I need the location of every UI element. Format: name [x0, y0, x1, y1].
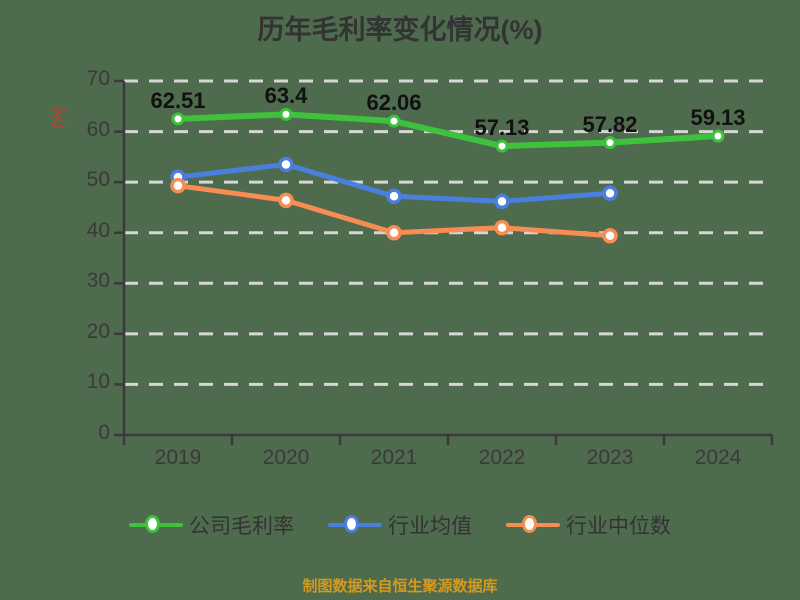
series-points — [170, 107, 725, 244]
data-point-label: 57.82 — [582, 111, 638, 137]
legend-dot — [522, 515, 537, 533]
data-point — [278, 192, 294, 209]
legend-dot — [344, 515, 359, 533]
series-line — [175, 111, 721, 150]
legend-label: 公司毛利率 — [189, 515, 294, 538]
legend-dot — [145, 515, 160, 533]
data-point — [494, 219, 510, 236]
data-point — [711, 129, 725, 143]
data-point — [602, 227, 618, 244]
data-point — [386, 224, 402, 241]
data-point-label: 63.4 — [264, 83, 308, 109]
x-tick-label: 2021 — [370, 446, 418, 469]
y-tick-label: 20 — [86, 319, 110, 343]
x-tick-label: 2019 — [154, 446, 202, 469]
data-point — [603, 136, 617, 150]
legend-label: 行业均值 — [388, 515, 472, 538]
legend-item[interactable]: 行业中位数 — [506, 510, 671, 540]
x-tick-label: 2020 — [262, 446, 310, 469]
footer-note: 制图数据来自恒生聚源数据库 — [302, 578, 498, 595]
data-point — [387, 114, 401, 128]
data-point — [170, 177, 186, 194]
chart-title: 历年毛利率变化情况(%) — [257, 15, 543, 45]
y-tick-label: 40 — [86, 218, 110, 242]
data-point-label: 57.13 — [474, 115, 530, 141]
data-point — [279, 107, 293, 121]
data-point — [386, 188, 402, 205]
legend-label: 行业中位数 — [566, 515, 671, 538]
x-tick-label: 2024 — [694, 446, 742, 469]
chart-legend: 公司毛利率 行业均值 行业中位数 — [0, 510, 800, 540]
y-tick-label: 0 — [98, 421, 110, 444]
legend-marker-icon — [328, 514, 382, 536]
x-tick-label: 2023 — [586, 446, 634, 469]
legend-item[interactable]: 公司毛利率 — [129, 510, 294, 540]
legend-marker-icon — [506, 514, 560, 536]
legend-marker-icon — [129, 514, 183, 536]
data-point — [171, 112, 185, 126]
y-tick-label: 30 — [86, 269, 110, 293]
data-point — [494, 193, 510, 210]
y-tick-label: 60 — [86, 117, 110, 141]
gridlines — [124, 79, 772, 386]
data-point-label: 62.51 — [150, 87, 206, 113]
data-point-label: 59.13 — [690, 104, 746, 130]
data-point — [495, 139, 509, 153]
y-tick-label: 50 — [86, 168, 110, 192]
x-axis-ticks — [122, 435, 774, 445]
y-tick-label: 70 — [86, 67, 110, 90]
y-axis-ticks — [114, 79, 124, 437]
data-point-label: 62.06 — [366, 90, 422, 116]
x-tick-label: 2022 — [478, 446, 526, 469]
y-tick-label: 10 — [86, 370, 110, 394]
legend-item[interactable]: 行业均值 — [328, 510, 472, 540]
data-point — [278, 156, 294, 173]
data-point — [602, 185, 618, 202]
